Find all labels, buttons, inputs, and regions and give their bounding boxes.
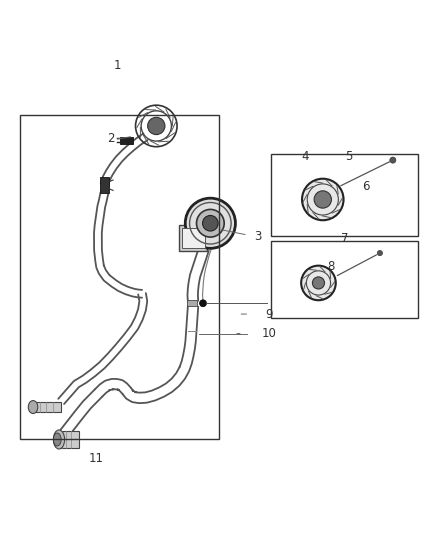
Text: 10: 10 (261, 327, 276, 340)
Bar (182, 229, 205, 248)
Text: 5: 5 (345, 150, 353, 163)
Text: 3: 3 (254, 230, 261, 243)
Circle shape (202, 215, 218, 231)
Bar (271, 154, 418, 236)
Ellipse shape (53, 430, 65, 449)
Text: 7: 7 (341, 232, 348, 245)
Text: 2: 2 (107, 132, 115, 146)
Bar (20, 115, 219, 440)
Text: 4: 4 (302, 150, 309, 163)
Bar (60, 431, 79, 448)
Text: 8: 8 (328, 260, 335, 273)
Circle shape (185, 198, 236, 248)
Bar (100, 177, 109, 193)
Text: 9: 9 (265, 308, 272, 320)
Circle shape (200, 300, 206, 306)
Circle shape (197, 209, 224, 237)
Circle shape (377, 251, 382, 256)
Ellipse shape (53, 433, 61, 446)
Text: 6: 6 (362, 180, 370, 193)
Bar (179, 225, 207, 252)
Circle shape (312, 277, 325, 289)
Circle shape (301, 265, 336, 300)
Circle shape (314, 191, 332, 208)
Bar (187, 300, 197, 306)
Circle shape (302, 179, 343, 220)
Bar (33, 402, 61, 412)
Circle shape (148, 117, 165, 135)
Bar (120, 137, 133, 144)
Bar (271, 240, 418, 318)
Text: 1: 1 (113, 59, 121, 72)
Text: 11: 11 (88, 453, 103, 465)
Circle shape (390, 157, 396, 163)
Ellipse shape (28, 401, 38, 414)
